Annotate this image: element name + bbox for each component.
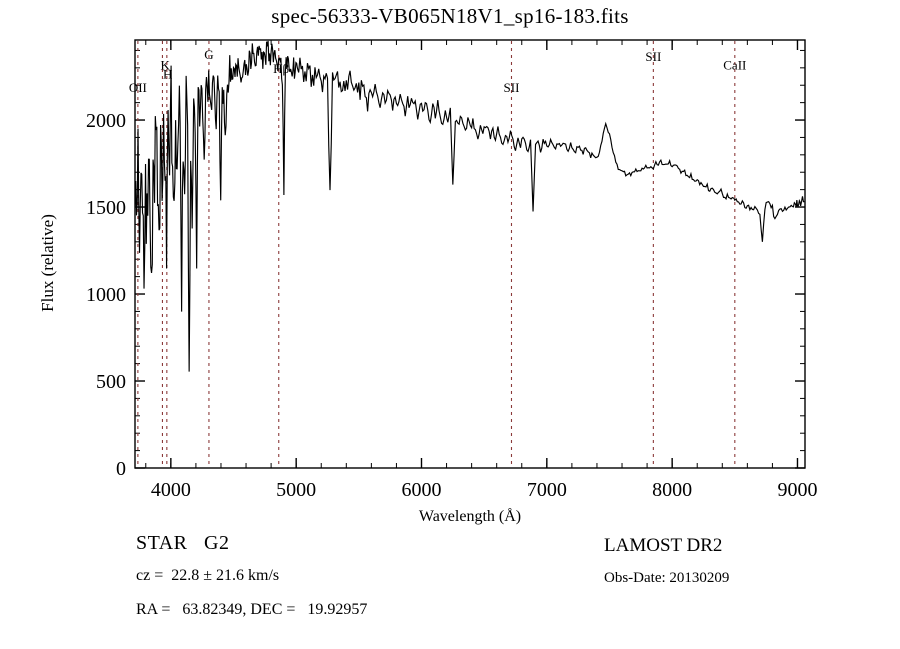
x-tick-label: 6000 (401, 479, 441, 501)
plot-frame (134, 39, 806, 469)
obs-date-text: Obs-Date: 20130209 (604, 570, 730, 586)
y-tick-label: 1500 (86, 197, 126, 219)
line-label-K: K (161, 58, 171, 73)
line-label-G: G (204, 47, 213, 62)
y-tick-label: 500 (96, 371, 126, 393)
page-title: spec-56333-VB065N18V1_sp16-183.fits (271, 4, 629, 28)
survey-text: LAMOST DR2 (604, 535, 723, 556)
x-tick-label: 4000 (151, 479, 191, 501)
x-tick-label: 5000 (276, 479, 316, 501)
x-tick-label: 7000 (527, 479, 567, 501)
y-tick-label: 2000 (86, 110, 126, 132)
x-tick-label: 9000 (777, 479, 817, 501)
x-tick-label: 8000 (652, 479, 692, 501)
line-label-CaII: CaII (723, 58, 746, 73)
line-label-H: H (163, 66, 172, 81)
y-tick-label: 1000 (86, 284, 126, 306)
object-class-text: STAR G2 (136, 532, 230, 554)
line-label-SII: SII (504, 80, 520, 95)
line-label-SII: SII (645, 49, 661, 64)
x-axis-label: Wavelength (Å) (418, 508, 522, 525)
line-label-OII: OII (129, 80, 147, 95)
y-tick-label: 0 (116, 458, 126, 480)
spectrum-trace (135, 40, 805, 372)
coordinates-text: RA = 63.82349, DEC = 19.92957 (136, 601, 368, 618)
y-axis-label: Flux (relative) (38, 214, 57, 312)
redshift-text: cz = 22.8 ± 21.6 km/s (136, 567, 280, 584)
